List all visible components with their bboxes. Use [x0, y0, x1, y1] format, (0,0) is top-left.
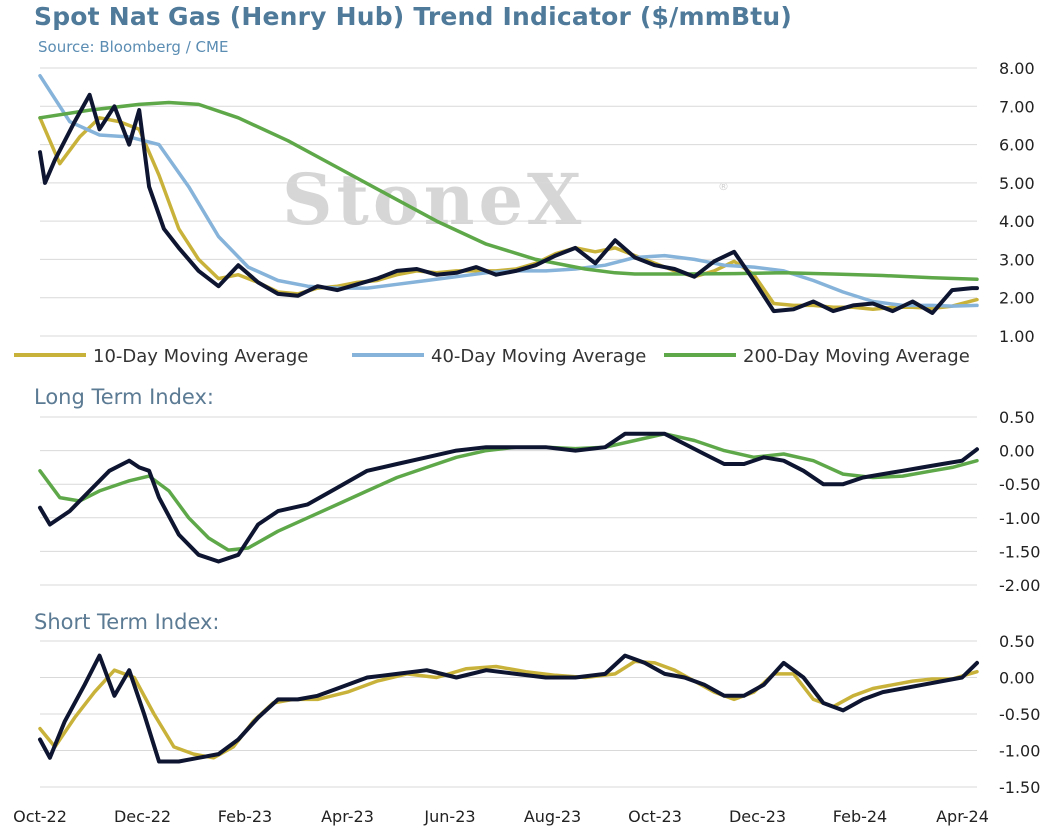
short-term-panel-title: Short Term Index:	[34, 610, 220, 634]
chart-source: Source: Bloomberg / CME	[38, 38, 229, 56]
series-line-ma200-panel-1	[38, 432, 979, 552]
series-line-spot-panel-2	[38, 653, 979, 764]
y-tick-label: -0.50	[999, 705, 1040, 724]
y-tick-label: 0.50	[999, 408, 1035, 427]
y-tick-label: 8.00	[999, 59, 1035, 78]
y-tick-label: 7.00	[999, 97, 1035, 116]
y-tick-label: 4.00	[999, 212, 1035, 231]
y-tick-label: 5.00	[999, 174, 1035, 193]
x-tick-label: Dec-23	[729, 807, 786, 826]
y-tick-label: 1.00	[999, 327, 1035, 346]
x-tick-label: Jun-23	[423, 807, 475, 826]
series-line-spot-panel-0	[38, 92, 979, 315]
y-tick-label: 0.00	[999, 669, 1035, 688]
x-tick-label: Feb-24	[833, 807, 887, 826]
y-tick-label: -2.00	[999, 576, 1040, 595]
legend-label-ma40: 40-Day Moving Average	[431, 346, 646, 367]
x-tick-label: Apr-23	[321, 807, 374, 826]
x-tick-label: Apr-24	[936, 807, 989, 826]
x-tick-label: Feb-23	[218, 807, 272, 826]
y-tick-label: 2.00	[999, 289, 1035, 308]
y-tick-label: -1.50	[999, 542, 1040, 561]
y-tick-label: 0.00	[999, 442, 1035, 461]
y-tick-label: 6.00	[999, 136, 1035, 155]
x-tick-label: Aug-23	[524, 807, 581, 826]
long-term-panel-title: Long Term Index:	[34, 385, 214, 409]
y-tick-label: -1.00	[999, 742, 1040, 761]
x-tick-label: Dec-22	[114, 807, 171, 826]
legend-label-ma200: 200-Day Moving Average	[743, 346, 970, 367]
chart-title: Spot Nat Gas (Henry Hub) Trend Indicator…	[34, 2, 793, 31]
watermark-logo: StoneX	[282, 158, 585, 241]
y-tick-label: 0.50	[999, 632, 1035, 651]
watermark-registered-mark: ®	[718, 180, 729, 193]
y-tick-label: -1.00	[999, 509, 1040, 528]
legend-label-ma10: 10-Day Moving Average	[93, 346, 308, 367]
y-tick-label: -0.50	[999, 475, 1040, 494]
x-tick-label: Oct-23	[628, 807, 682, 826]
series-line-ma200-panel-0	[38, 100, 979, 282]
y-tick-label: -1.50	[999, 778, 1040, 797]
x-tick-label: Oct-22	[13, 807, 67, 826]
y-tick-label: 3.00	[999, 250, 1035, 269]
series-line-spot-panel-1	[38, 431, 979, 564]
